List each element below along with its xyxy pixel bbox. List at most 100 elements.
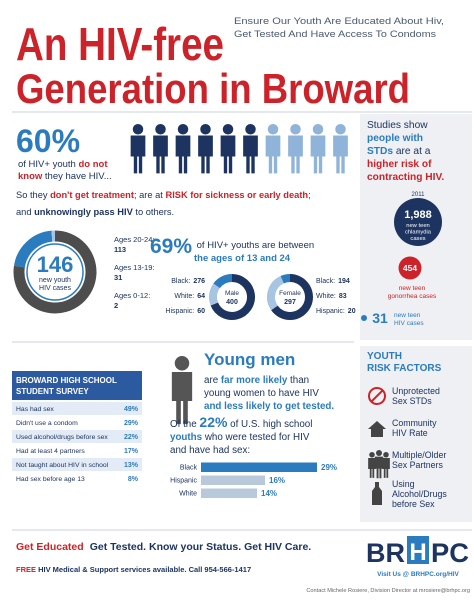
tested-text-part: of U.S. high school <box>227 419 312 430</box>
survey-title: STUDENT SURVEY <box>16 387 89 396</box>
bar-label: Hispanic <box>170 478 197 485</box>
tested-text-part: and have had sex: <box>170 445 250 456</box>
donut-caption: new youth <box>39 277 71 284</box>
risk-text: Community <box>392 418 437 428</box>
ages-text: the ages of 13 and 24 <box>194 253 291 264</box>
young-men-text-part: than <box>287 375 309 386</box>
studies-text-part: Studies show <box>367 120 428 131</box>
young-men-text: are far more likely than <box>204 375 309 386</box>
figure-body <box>374 456 384 479</box>
bubble-value: 1,988 <box>404 209 432 221</box>
logo-text: H <box>409 539 426 566</box>
pictograph-figure <box>288 124 303 174</box>
survey-label: Had at least 4 partners <box>16 448 85 455</box>
slogan-part: Get Tested. Know your Status. Get HIV Ca… <box>90 541 312 553</box>
pictograph-figure <box>243 124 258 174</box>
donut-segment <box>13 230 53 268</box>
figure-head <box>200 124 211 135</box>
consequence-text: and unknowingly pass HIV to others. <box>16 207 174 217</box>
bubble-caption: gonorrhea cases <box>388 293 437 300</box>
bubble-caption: new teen <box>394 312 421 319</box>
studies-text: higher risk of <box>367 159 432 170</box>
race-value: 20 <box>348 308 356 315</box>
race-name: White: <box>316 293 336 300</box>
bubble-caption: cases <box>410 236 425 242</box>
studies-text-part: are at a <box>393 146 431 157</box>
race-value: 276 <box>193 278 205 285</box>
survey-row-bg <box>12 430 142 443</box>
bar-label: White <box>179 491 197 498</box>
figure-body <box>153 135 168 174</box>
gender-name: Female <box>279 290 301 297</box>
services: FREE HIV Medical & Support services avai… <box>16 565 251 574</box>
donut-segment <box>210 274 255 320</box>
consequence-text-part: and <box>16 207 34 217</box>
unaware-text-part: they have HIV... <box>42 171 111 182</box>
survey-header <box>12 371 142 400</box>
risk-title: RISK FACTORS <box>367 363 442 374</box>
unaware-text-part: do not <box>78 159 108 170</box>
tested-text: youths who were tested for HIV <box>170 432 310 443</box>
studies-text: contracting HIV. <box>367 172 444 183</box>
figure-body <box>265 135 281 174</box>
tested-text: and have had sex: <box>170 445 250 456</box>
donut-center <box>26 243 84 301</box>
figure-head <box>132 124 144 135</box>
bubble-value: 454 <box>403 263 417 273</box>
race-value: 60 <box>197 308 205 315</box>
tested-text-part: who were tested for HIV <box>202 432 310 443</box>
race-value: 83 <box>339 293 347 300</box>
tagline: Get Tested And Have Access To Condoms <box>234 29 437 39</box>
figure-head <box>312 124 324 135</box>
studies-text-part: STDs <box>367 146 393 157</box>
survey-row-bg <box>12 458 142 471</box>
race-label: Black: 276 <box>171 278 205 285</box>
figure-head <box>335 124 346 135</box>
race-label: Black: 194 <box>316 278 350 285</box>
consequence-text-part: So they <box>16 190 50 200</box>
risk-text: Unprotected <box>392 386 440 396</box>
young-men-text-part: and less likely to get tested. <box>204 401 334 412</box>
title: Generation in Broward <box>16 65 410 112</box>
age-value: 2 <box>114 301 118 310</box>
pictograph-figure <box>153 124 168 174</box>
pictograph-figure <box>265 124 281 174</box>
donut-segment <box>271 274 313 320</box>
survey-label: Had sex before age 13 <box>16 476 85 483</box>
bar <box>201 462 317 472</box>
figure-body <box>198 135 213 174</box>
survey-title: BROWARD HIGH SCHOOL <box>16 376 117 385</box>
bubble-caption: chlamydia <box>405 230 432 236</box>
risk-text: before Sex <box>392 499 435 509</box>
race-label: Hispanic: 20 <box>316 308 356 315</box>
race-value: 64 <box>197 293 205 300</box>
year: 2011 <box>412 192 426 198</box>
man-icon <box>171 356 193 425</box>
bubble-caption: HIV cases <box>394 320 424 327</box>
percent: 69% <box>150 235 192 258</box>
slogan: Get Educated Get Tested. Know your Status… <box>16 541 311 553</box>
consequence-text-part: to others. <box>133 207 174 217</box>
gender-total: 297 <box>284 299 296 306</box>
studies-text-part: higher risk of <box>367 159 432 170</box>
consequence-text: So they don't get treatment; are at RISK… <box>16 190 311 200</box>
age-label: Ages 0-12: <box>114 291 150 300</box>
pictograph-figure <box>175 124 191 174</box>
risk-icon <box>368 421 386 437</box>
figure-head <box>222 124 234 135</box>
studies-text-part: contracting HIV. <box>367 172 444 183</box>
survey-label: Not taught about HIV in school <box>16 462 109 469</box>
survey-label: Didn't use a condom <box>16 420 78 427</box>
risk-text: Using <box>392 479 415 489</box>
survey-value: 29% <box>124 420 139 427</box>
gender-name: Male <box>225 290 239 297</box>
logo-box <box>407 536 429 564</box>
donut-segment <box>267 276 285 311</box>
gender-total: 400 <box>226 299 238 306</box>
figure-head <box>174 356 190 371</box>
visit: Visit Us @ BRHPC.org/HIV <box>377 571 459 578</box>
risk-text: Alcohol/Drugs <box>392 489 447 499</box>
unaware-text: of HIV+ youth do not <box>18 159 108 170</box>
risk-text: Multiple/Older <box>392 450 446 460</box>
contact: Contact Michele Rosiere, Division Direct… <box>306 588 470 594</box>
